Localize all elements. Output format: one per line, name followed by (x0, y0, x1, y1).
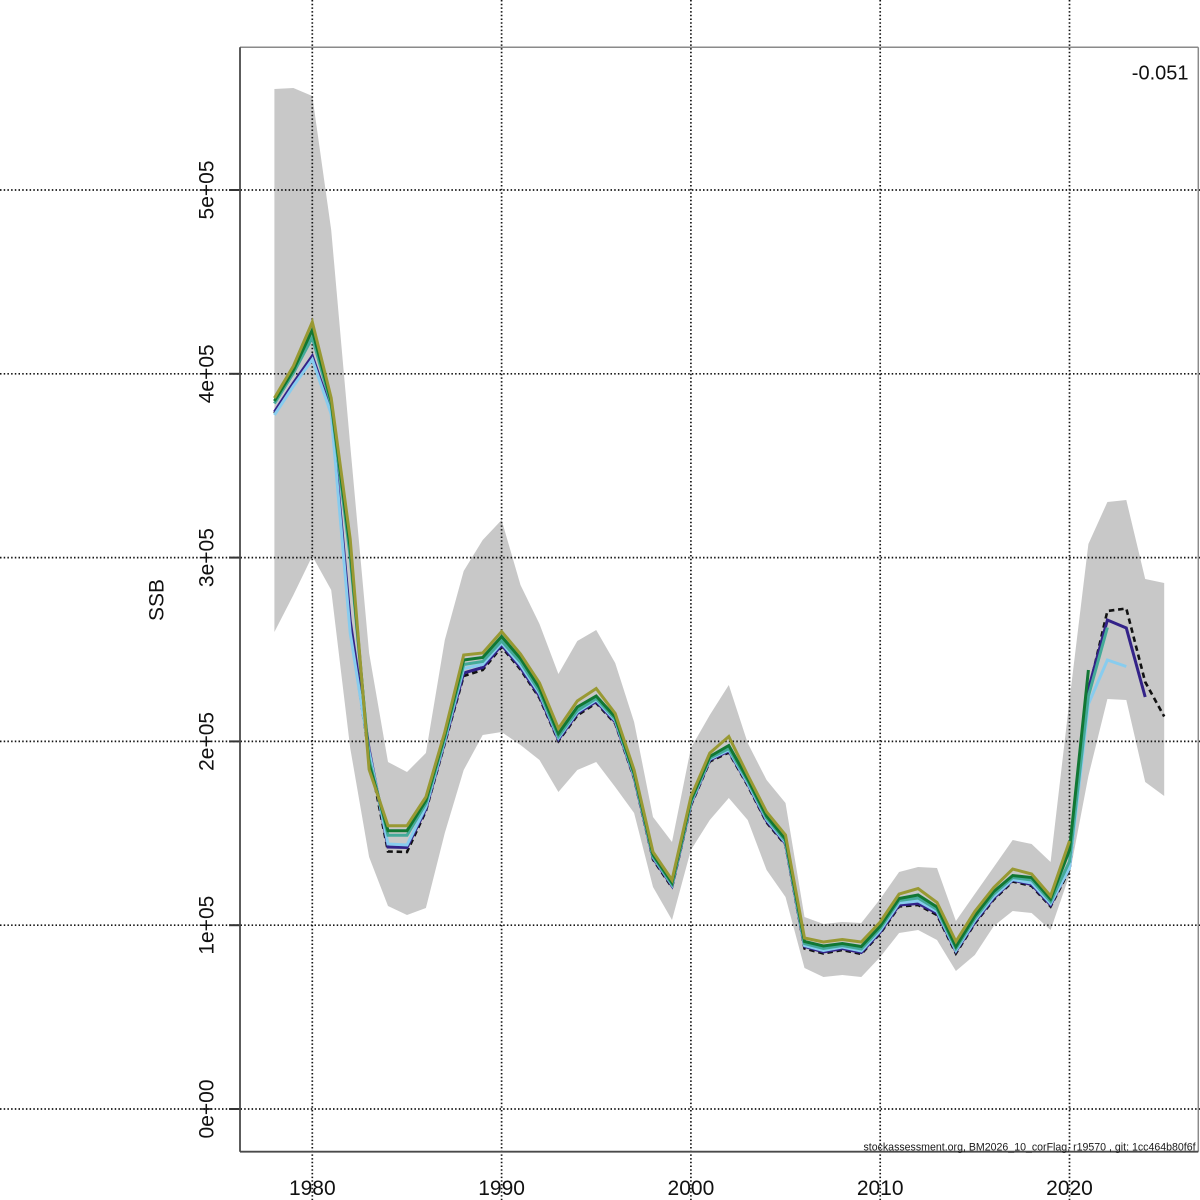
svg-text:2010: 2010 (857, 1177, 904, 1200)
svg-text:2e+05: 2e+05 (196, 712, 219, 771)
svg-text:5e+05: 5e+05 (196, 161, 219, 220)
svg-text:-0.051: -0.051 (1132, 63, 1189, 85)
svg-text:0e+00: 0e+00 (196, 1080, 219, 1139)
svg-text:3e+05: 3e+05 (196, 528, 219, 587)
svg-text:4e+05: 4e+05 (196, 344, 219, 403)
svg-text:2000: 2000 (668, 1177, 715, 1200)
svg-text:1980: 1980 (289, 1177, 336, 1200)
svg-text:1e+05: 1e+05 (196, 896, 219, 955)
svg-text:2020: 2020 (1046, 1177, 1093, 1200)
svg-text:1990: 1990 (478, 1177, 525, 1200)
svg-text:stockassessment.org, BM2026_10: stockassessment.org, BM2026_10_corFlag, … (863, 1142, 1195, 1154)
svg-text:SSB: SSB (145, 579, 168, 621)
